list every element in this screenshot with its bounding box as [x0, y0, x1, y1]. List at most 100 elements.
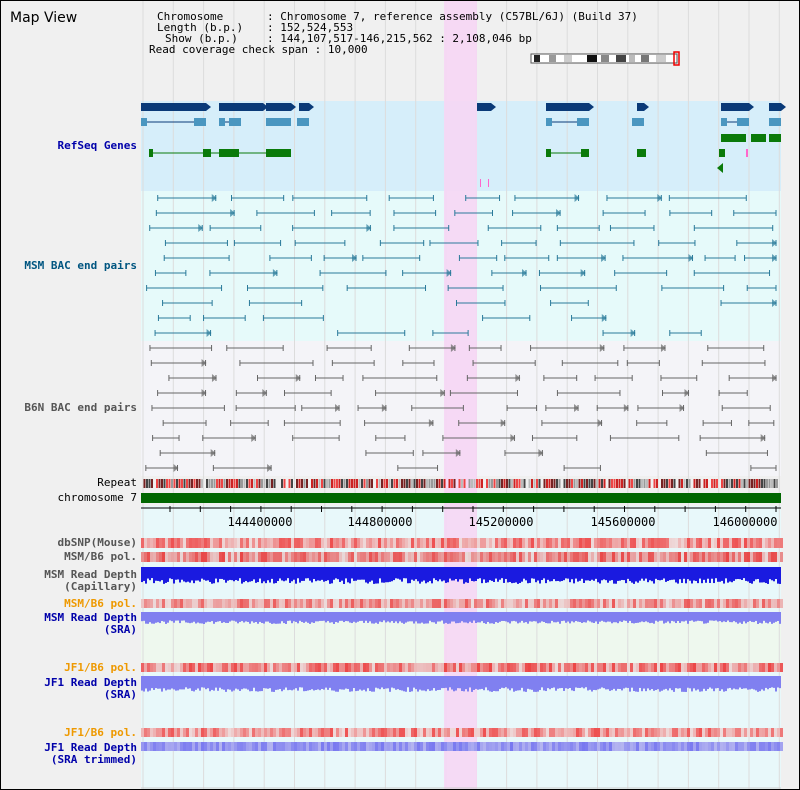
- jf1-pol-cell: [657, 728, 660, 737]
- dbsnp-cell: [537, 538, 540, 548]
- dbsnp-cell: [699, 538, 702, 548]
- dbsnp-cell: [591, 538, 594, 548]
- msm-pol-cell: [312, 552, 315, 562]
- msm-sra-depth-bar: [299, 612, 301, 621]
- jf1-trimmed-depth-cell: [381, 742, 384, 751]
- jf1-pol-cell: [591, 728, 594, 737]
- track-label-msm-bac[interactable]: MSM BAC end pairs: [24, 259, 137, 272]
- repeat-segment: [596, 479, 598, 488]
- repeat-segment: [731, 479, 733, 488]
- jf1-trimmed-depth-cell: [741, 742, 744, 751]
- jf1-pol-cell: [375, 728, 378, 737]
- track-label-repeat[interactable]: Repeat: [97, 476, 137, 489]
- jf1-sra-depth-bar: [365, 676, 367, 692]
- repeat-segment: [556, 479, 558, 488]
- dbsnp-cell: [252, 538, 255, 548]
- jf1-pol-cell: [171, 728, 174, 737]
- jf1-sra-depth-bar: [697, 676, 699, 690]
- jf1-sra-depth-bar: [395, 676, 397, 690]
- track-label-msm-b6-pol-1[interactable]: MSM/B6 pol.: [64, 550, 137, 563]
- repeat-segment: [668, 479, 671, 488]
- msm-capillary-depth-bar: [429, 567, 431, 581]
- repeat-segment: [493, 479, 496, 488]
- track-label-jf1-b6-pol-2[interactable]: JF1/B6 pol.: [64, 726, 137, 739]
- track-label-msm-depth-capillary[interactable]: MSM Read Depth (Capillary): [44, 568, 137, 593]
- jf1-sra-depth-bar: [205, 676, 207, 690]
- msm-capillary-depth-bar: [553, 567, 555, 580]
- msm-sra-depth-bar: [383, 612, 385, 621]
- msm-sra-depth-bar: [531, 612, 533, 622]
- jf1-sra-depth-bar: [265, 676, 267, 689]
- msm-pol-cell: [156, 599, 159, 608]
- b6n-bac-pair-marker: [267, 464, 273, 472]
- jf1-pol-cell: [360, 728, 363, 737]
- track-label-msm-b6-pol-2[interactable]: MSM/B6 pol.: [64, 597, 137, 610]
- jf1-sra-depth-bar: [193, 676, 195, 692]
- jf1-pol-cell: [360, 663, 363, 672]
- msm-sra-depth-bar: [705, 612, 707, 624]
- jf1-pol-cell: [144, 663, 147, 672]
- msm-capillary-depth-bar: [603, 567, 605, 580]
- track-label-b6n-bac[interactable]: B6N BAC end pairs: [24, 401, 137, 414]
- jf1-trimmed-depth-cell: [366, 742, 369, 751]
- jf1-pol-cell: [366, 663, 369, 672]
- b6n-bac-pair-marker: [597, 419, 603, 427]
- jf1-sra-depth-bar: [277, 676, 279, 690]
- msm-sra-depth-bar: [259, 612, 261, 622]
- jf1-pol-cell: [747, 728, 750, 737]
- msm-sra-depth-bar: [195, 612, 197, 624]
- msm-capillary-depth-bar: [511, 567, 513, 584]
- msm-pol-cell: [684, 599, 687, 608]
- msm-capillary-depth-bar: [505, 567, 507, 579]
- repeat-segment: [363, 479, 366, 488]
- msm-pol-cell: [459, 599, 462, 608]
- jf1-pol-cell: [534, 728, 537, 737]
- dbsnp-cell: [216, 538, 219, 548]
- msm-capillary-depth-bar: [245, 567, 247, 581]
- jf1-sra-depth-bar: [321, 676, 323, 689]
- repeat-segment: [673, 479, 676, 488]
- msm-pol-cell: [402, 552, 405, 562]
- jf1-pol-cell: [351, 663, 354, 672]
- track-label-msm-depth-sra[interactable]: MSM Read Depth (SRA): [44, 611, 137, 636]
- repeat-segment: [168, 479, 171, 488]
- msm-pol-cell: [216, 552, 219, 562]
- msm-pol-cell: [564, 599, 567, 608]
- jf1-pol-cell: [759, 728, 762, 737]
- jf1-sra-depth-bar: [197, 676, 199, 689]
- msm-sra-depth-bar: [167, 612, 169, 623]
- msm-sra-depth-bar: [523, 612, 525, 623]
- jf1-sra-depth-bar: [775, 676, 777, 692]
- msm-pol-cell: [405, 552, 408, 562]
- track-label-dbsnp[interactable]: dbSNP(Mouse): [57, 536, 137, 549]
- dbsnp-cell: [471, 538, 474, 548]
- track-label-jf1-b6-pol-1[interactable]: JF1/B6 pol.: [64, 661, 137, 674]
- msm-sra-depth-bar: [289, 612, 291, 621]
- repeat-segment: [316, 479, 318, 488]
- jf1-pol-cell: [642, 663, 645, 672]
- jf1-sra-depth-bar: [503, 676, 505, 689]
- gene-arrow: [291, 103, 296, 111]
- repeat-segment: [543, 479, 546, 488]
- msm-pol-cell: [357, 552, 360, 562]
- msm-capillary-depth-bar: [435, 567, 437, 581]
- msm-pol-cell: [573, 599, 576, 608]
- jf1-trimmed-depth-cell: [558, 742, 561, 751]
- jf1-pol-cell: [501, 663, 504, 672]
- msm-capillary-depth-bar: [301, 567, 303, 581]
- track-label-jf1-depth-sra[interactable]: JF1 Read Depth (SRA): [44, 676, 137, 701]
- repeat-segment: [516, 479, 518, 488]
- dbsnp-cell: [462, 538, 465, 548]
- repeat-segment: [256, 479, 258, 488]
- dbsnp-cell: [279, 538, 282, 548]
- msm-pol-cell: [294, 599, 297, 608]
- jf1-pol-cell: [777, 728, 780, 737]
- track-label-refseq[interactable]: RefSeq Genes: [57, 139, 137, 152]
- track-label-jf1-depth-trimmed[interactable]: JF1 Read Depth (SRA trimmed): [44, 741, 137, 766]
- msm-capillary-depth-bar: [489, 567, 491, 581]
- jf1-trimmed-depth-cell: [594, 742, 597, 751]
- jf1-trimmed-depth-cell: [534, 742, 537, 751]
- msm-sra-depth-bar: [251, 612, 253, 622]
- jf1-pol-cell: [564, 728, 567, 737]
- dbsnp-cell: [339, 538, 342, 548]
